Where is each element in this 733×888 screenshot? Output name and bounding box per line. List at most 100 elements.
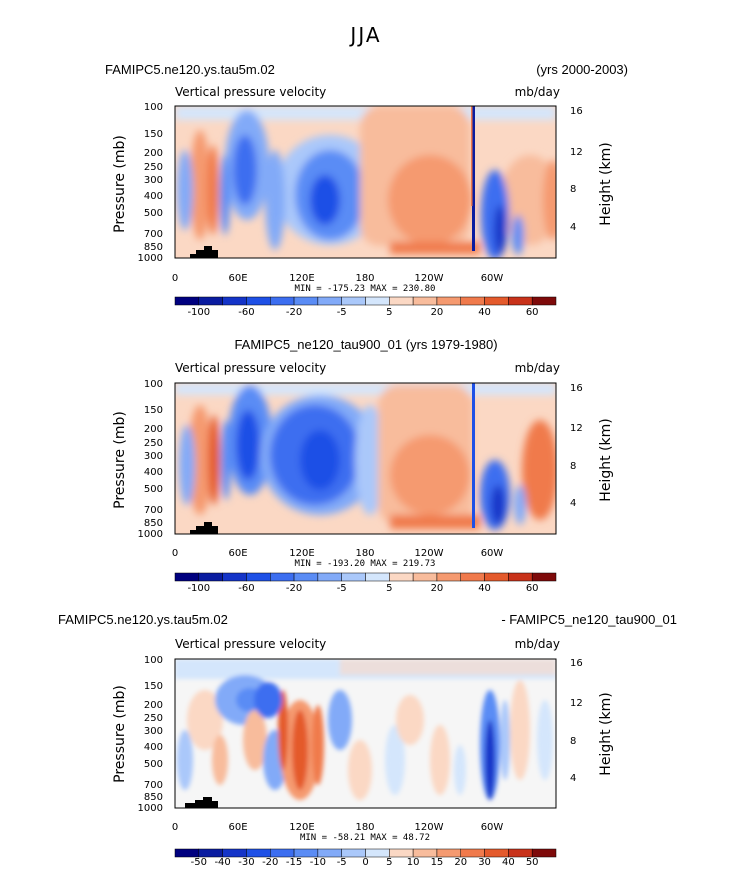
p3-xtick: 60E (228, 822, 247, 833)
colorbar-label: 60 (526, 307, 539, 318)
p2-ytick-right: 4 (570, 498, 576, 509)
colorbar-label: -5 (337, 857, 347, 868)
p3-ylabel: Pressure (mb) (112, 685, 128, 783)
p1-ytick: 500 (144, 208, 163, 219)
colorbar-box (270, 848, 295, 858)
p3-ytick: 150 (144, 681, 163, 692)
colorbar-label: 5 (386, 307, 392, 318)
p2-ytick: 150 (144, 405, 163, 416)
colorbar-label: 20 (431, 583, 444, 594)
panel-2-variable: Vertical pressure velocity (175, 361, 326, 375)
panel-1-units: mb/day (515, 85, 560, 99)
colorbar-box (198, 296, 223, 306)
colorbar-label: -5 (337, 307, 347, 318)
colorbar-box (174, 296, 200, 306)
p2-xtick: 60E (228, 548, 247, 559)
colorbar-label: 40 (478, 307, 491, 318)
panel-3-field (175, 659, 556, 808)
panel-1-colorbar: -100 -60 -20 -5 5 20 40 60 (174, 296, 557, 318)
colorbar-label: -10 (310, 857, 326, 868)
colorbar-label: 40 (478, 583, 491, 594)
p3-xtick: 120E (289, 822, 314, 833)
colorbar-box (341, 572, 366, 582)
p3-xtick: 180 (355, 822, 374, 833)
colorbar-box (484, 296, 509, 306)
colorbar-box (460, 296, 485, 306)
p1-ytick: 150 (144, 129, 163, 140)
colorbar-box (174, 848, 200, 858)
colorbar-box (508, 296, 533, 306)
panel-3: FAMIPC5.ne120.ys.tau5m.02 - FAMIPC5_ne12… (58, 612, 677, 868)
p2-ytick: 500 (144, 484, 163, 495)
colorbar-box (412, 296, 438, 306)
colorbar-label: -20 (286, 307, 302, 318)
p2-ytick: 1000 (138, 529, 163, 540)
panel-1-title-left: FAMIPC5.ne120.ys.tau5m.02 (105, 62, 275, 77)
p2-ytick-right: 8 (570, 461, 576, 472)
colorbar-label: 50 (526, 857, 539, 868)
p2-xtick: 120W (415, 548, 444, 559)
colorbar-box (484, 572, 509, 582)
p2-xtick: 120E (289, 548, 314, 559)
colorbar-box (246, 572, 271, 582)
colorbar-label: -40 (214, 857, 230, 868)
colorbar-label: -5 (337, 583, 347, 594)
panel-1-variable: Vertical pressure velocity (175, 85, 326, 99)
colorbar-label: 60 (526, 583, 539, 594)
panel-1-axes: 100 150 200 250 300 400 500 700 850 1000… (112, 102, 614, 294)
p2-min-max: MIN = -193.20 MAX = 219.73 (295, 559, 436, 569)
p3-ytick: 500 (144, 759, 163, 770)
colorbar-label: -50 (191, 857, 207, 868)
colorbar-box (174, 572, 200, 582)
p1-ylabel: Pressure (mb) (112, 135, 128, 233)
p1-xtick: 120W (415, 273, 444, 284)
panel-1-title-right: (yrs 2000-2003) (536, 62, 628, 77)
colorbar-label: 5 (386, 857, 392, 868)
colorbar-box (389, 572, 414, 582)
p2-ytick: 250 (144, 438, 163, 449)
p3-ytick: 1000 (138, 803, 163, 814)
colorbar-box (222, 572, 247, 582)
colorbar-box (341, 848, 366, 858)
colorbar-label: -60 (238, 307, 254, 318)
colorbar-box (389, 296, 414, 306)
p2-ytick: 200 (144, 424, 163, 435)
p3-ytick: 300 (144, 726, 163, 737)
panel-2-colorbar: -100 -60 -20 -5 5 20 40 60 (174, 572, 557, 594)
colorbar-box (293, 572, 319, 582)
p1-ytick-right: 8 (570, 184, 576, 195)
colorbar-box (246, 296, 271, 306)
colorbar-box (389, 848, 414, 858)
p1-ytick: 200 (144, 148, 163, 159)
colorbar-box (198, 572, 223, 582)
p2-xtick: 180 (355, 548, 374, 559)
colorbar-box (365, 848, 390, 858)
colorbar-box (341, 296, 366, 306)
colorbar-box (246, 848, 271, 858)
colorbar-box (436, 572, 461, 582)
panel-3-colorbar: -50 -40 -30 -20 -15 -10 -5 0 5 10 15 20 30 40 50 (174, 848, 557, 868)
p1-xtick: 60E (228, 273, 247, 284)
p1-xtick: 60W (481, 273, 504, 284)
p3-ytick-right: 16 (570, 658, 583, 669)
p3-xtick: 0 (172, 822, 178, 833)
colorbar-box (508, 848, 533, 858)
p3-ytick-right: 4 (570, 773, 576, 784)
p2-ylabel: Pressure (mb) (112, 411, 128, 509)
colorbar-box (412, 572, 438, 582)
p1-ytick: 300 (144, 175, 163, 186)
colorbar-label: 30 (478, 857, 491, 868)
p3-ytick-right: 8 (570, 736, 576, 747)
p3-ytick: 700 (144, 780, 163, 791)
colorbar-label: 20 (454, 857, 467, 868)
colorbar-box (412, 848, 438, 858)
colorbar-box (484, 848, 509, 858)
panel-2-title: FAMIPC5_ne120_tau900_01 (yrs 1979-1980) (234, 337, 497, 352)
p3-xtick: 60W (481, 822, 504, 833)
panel-3-units: mb/day (515, 637, 560, 651)
colorbar-box (365, 572, 390, 582)
colorbar-box (436, 848, 461, 858)
p3-ylabel-right: Height (km) (598, 692, 614, 775)
panel-3-topography (175, 797, 218, 808)
